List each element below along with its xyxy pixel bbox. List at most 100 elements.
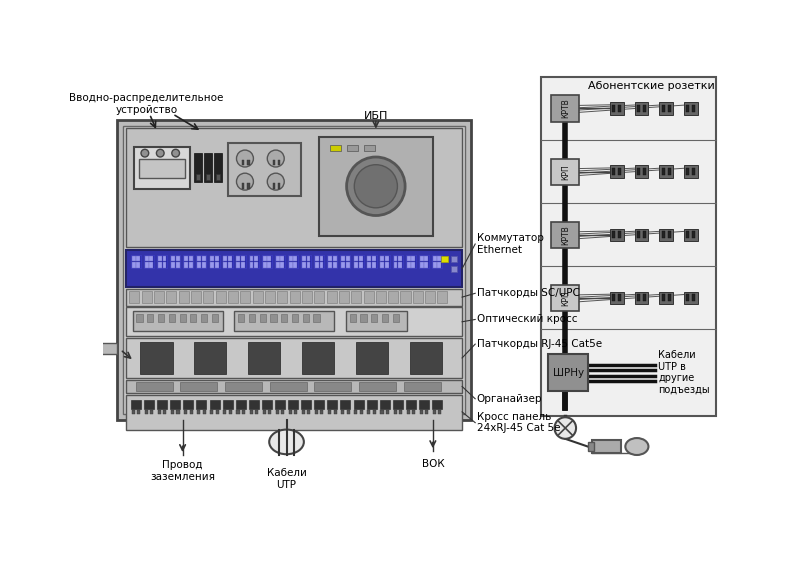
Bar [223,399,232,409]
Bar [171,255,175,261]
Bar [381,255,384,261]
Bar [373,409,376,414]
Bar [163,255,166,261]
Bar [136,255,140,261]
Bar [327,255,337,268]
Bar [588,442,594,451]
Bar [130,291,139,302]
Bar [126,380,462,394]
Bar [360,314,367,322]
Bar [176,255,180,261]
Bar [275,409,279,414]
Bar [248,342,280,374]
Bar [393,255,403,268]
Bar [381,262,384,268]
Bar [552,285,579,311]
Circle shape [141,149,149,157]
Text: Кабели
UTP: Кабели UTP [266,468,306,490]
Bar [341,409,344,414]
Bar [393,314,399,322]
Bar [171,409,174,414]
Bar [693,231,696,238]
Bar [262,255,272,268]
Bar [126,395,462,430]
Bar [352,291,361,302]
Bar [406,255,416,268]
Bar [371,314,377,322]
Bar [407,255,411,261]
Bar [662,168,664,175]
Bar [242,183,244,188]
Bar [552,158,579,185]
Text: Абонентские розетки: Абонентские розетки [588,81,715,91]
Bar [380,255,390,268]
Bar [353,399,364,409]
Bar [425,291,435,302]
Bar [406,399,416,409]
Bar [360,409,363,414]
Bar [253,291,262,302]
Text: Кабели
UTP в
другие
подъезды: Кабели UTP в другие подъезды [659,350,710,395]
Text: Кросс панель
24xRJ-45 Cat 5e: Кросс панель 24xRJ-45 Cat 5e [477,412,561,434]
Text: Вводно-распределительное
устройство: Вводно-распределительное устройство [69,93,224,114]
Bar [278,160,280,165]
Bar [433,409,436,414]
Bar [210,255,220,268]
Bar [190,409,193,414]
Bar [314,382,352,391]
Bar [275,255,285,268]
Bar [197,255,207,268]
Bar [320,262,323,268]
Bar [158,262,162,268]
Bar [364,291,373,302]
Bar [659,102,673,114]
Bar [353,255,364,268]
Bar [662,105,664,112]
Bar [386,409,389,414]
Bar [399,255,402,261]
Bar [667,105,671,112]
Bar [612,168,616,175]
Bar [215,255,219,261]
Bar [267,255,271,261]
Bar [306,262,310,268]
Bar [170,255,181,268]
Bar [433,255,437,261]
Bar [643,168,646,175]
Bar [289,409,292,414]
Bar [277,291,288,302]
Bar [684,102,697,114]
Bar [643,294,646,301]
Bar [341,262,345,268]
Bar [288,399,298,409]
Bar [552,95,579,122]
Bar [293,255,297,261]
Bar [388,291,399,302]
Bar [278,183,280,188]
Circle shape [156,149,164,157]
Bar [302,291,312,302]
Bar [419,255,429,268]
Bar [249,262,254,268]
Bar [158,255,162,261]
Bar [314,399,324,409]
Bar [212,314,218,322]
Bar [385,255,389,261]
Bar [399,262,402,268]
Bar [237,262,241,268]
Bar [437,255,441,261]
Bar [145,409,148,414]
Bar [126,250,462,287]
Bar [96,343,117,354]
Bar [368,255,371,261]
Bar [313,314,320,322]
Bar [354,262,358,268]
Bar [340,255,351,268]
Ellipse shape [625,438,649,455]
Bar [662,294,664,301]
Bar [292,314,298,322]
Bar [158,409,161,414]
Bar [367,399,377,409]
Bar [203,291,213,302]
Bar [315,262,319,268]
